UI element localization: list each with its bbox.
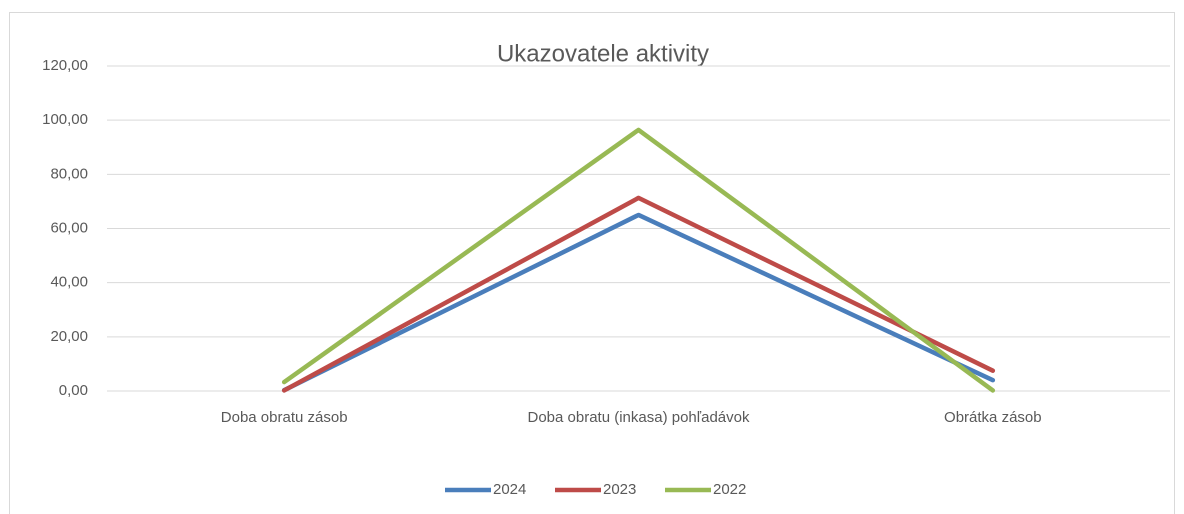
legend-label: 2023 (603, 481, 636, 498)
chart-title: Ukazovatele aktivity (497, 40, 709, 67)
y-tick-label: 120,00 (42, 57, 88, 74)
chart-border (9, 12, 1175, 514)
y-tick-label: 0,00 (59, 382, 88, 399)
series-line (281, 195, 996, 393)
series-line (281, 212, 996, 393)
y-tick-label: 20,00 (50, 328, 88, 345)
series-line (281, 127, 996, 393)
x-tick-label: Doba obratu (inkasa) pohľadávok (527, 409, 750, 426)
legend-label: 2024 (493, 481, 526, 498)
y-tick-label: 80,00 (50, 165, 88, 182)
legend-label: 2022 (713, 481, 746, 498)
y-tick-label: 60,00 (50, 219, 88, 236)
x-tick-label: Obrátka zásob (944, 409, 1042, 426)
y-tick-label: 100,00 (42, 111, 88, 128)
x-tick-label: Doba obratu zásob (221, 409, 348, 426)
y-tick-label: 40,00 (50, 274, 88, 291)
